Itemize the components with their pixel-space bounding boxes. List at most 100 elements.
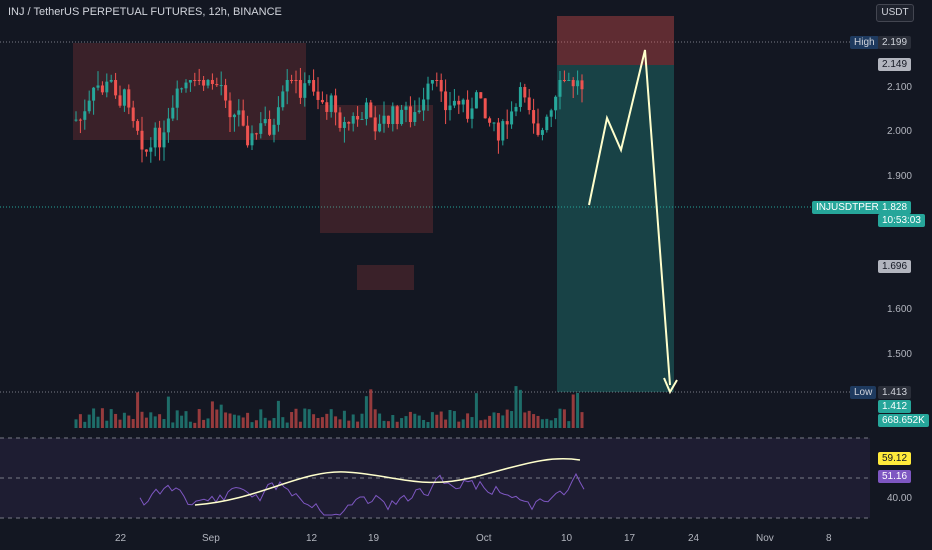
volume-bar — [483, 419, 487, 428]
candle — [149, 147, 153, 152]
candle — [580, 80, 584, 90]
candle — [562, 80, 566, 81]
volume-bar — [342, 410, 346, 428]
volume-bar — [554, 418, 558, 428]
volume-bar — [149, 412, 153, 428]
candle — [87, 100, 91, 112]
candle — [558, 80, 562, 97]
price-axis-label: 2.000 — [886, 126, 912, 137]
order-block — [73, 43, 306, 140]
candle — [488, 118, 492, 123]
volume-bar — [356, 421, 360, 428]
candle — [74, 119, 78, 121]
candle — [391, 106, 395, 125]
volume-bar — [188, 421, 192, 428]
volume-bar — [109, 409, 113, 428]
candle — [144, 149, 148, 152]
volume-bar — [136, 392, 140, 428]
candle — [452, 100, 456, 106]
candle — [92, 87, 96, 101]
countdown-tag: 10:53:03 — [878, 214, 925, 227]
volume-bar — [360, 413, 364, 428]
candle — [281, 91, 285, 108]
volume-bar — [505, 409, 509, 428]
volume-bar — [180, 415, 184, 428]
volume-bar — [320, 417, 324, 428]
volume-bar — [246, 412, 250, 428]
volume-bar — [276, 400, 280, 428]
candle — [439, 80, 443, 92]
volume-bar — [140, 411, 144, 428]
candle — [576, 80, 580, 87]
candle — [153, 127, 157, 148]
price-axis-label: 1.600 — [886, 304, 912, 315]
volume-bar — [382, 420, 386, 428]
volume-bar — [422, 419, 426, 428]
order-block — [357, 265, 414, 290]
candle — [109, 80, 113, 82]
volume-bar — [576, 392, 580, 428]
candle — [197, 80, 201, 81]
volume-bar — [122, 412, 126, 428]
candle — [342, 122, 346, 128]
candle — [114, 80, 118, 96]
volume-bar — [166, 396, 170, 428]
time-axis-label: 8 — [826, 533, 832, 544]
candle — [100, 85, 104, 93]
volume-bar — [549, 420, 553, 428]
volume-bar — [351, 414, 355, 428]
volume-bar — [263, 417, 267, 428]
volume-bar — [162, 419, 166, 428]
candle — [369, 102, 373, 118]
volume-bar — [466, 413, 470, 428]
rsi-value-tag: 59.12 — [878, 452, 912, 465]
volume-bar — [215, 409, 219, 428]
volume-bar — [171, 422, 175, 428]
candle — [193, 80, 197, 81]
candle — [180, 88, 184, 90]
candle — [527, 97, 531, 111]
candle — [320, 99, 324, 103]
candle — [272, 124, 276, 135]
candle — [549, 110, 553, 117]
candle — [514, 106, 518, 112]
volume-bar — [435, 414, 439, 428]
chart-title: INJ / TetherUS PERPETUAL FUTURES, 12h, B… — [8, 6, 282, 18]
projection-path — [588, 49, 671, 386]
candle — [140, 130, 144, 150]
volume-bar — [92, 408, 96, 428]
level-tag: 2.149 — [878, 58, 912, 71]
volume-bar — [496, 413, 500, 428]
candle — [483, 98, 487, 119]
volume-bar — [571, 394, 575, 428]
candle — [122, 89, 126, 106]
candle — [254, 133, 258, 135]
candle — [413, 112, 417, 123]
volume-bar — [144, 417, 148, 428]
candle — [444, 91, 448, 111]
candle — [536, 123, 540, 135]
time-axis-label: Oct — [476, 533, 492, 544]
volume-bar — [100, 408, 104, 428]
time-axis-label: 19 — [368, 533, 380, 544]
volume-bar — [461, 419, 465, 428]
candle — [356, 115, 360, 120]
candle — [268, 119, 272, 135]
volume-bar — [391, 415, 395, 428]
volume-bar — [259, 409, 263, 428]
candle — [325, 102, 329, 112]
currency-button[interactable]: USDT — [876, 4, 914, 22]
candle — [373, 117, 377, 132]
volume-bar — [448, 409, 452, 428]
candle — [492, 122, 496, 124]
time-axis-label: Sep — [202, 533, 220, 544]
candle — [166, 118, 170, 133]
volume-bar — [488, 415, 492, 428]
volume-bar — [567, 421, 571, 428]
volume-bar — [78, 414, 82, 428]
symbol-tag: INJUSDTPERP — [812, 201, 890, 214]
volume-bar — [219, 404, 223, 428]
volume-bar — [474, 393, 478, 428]
candle — [479, 92, 483, 99]
